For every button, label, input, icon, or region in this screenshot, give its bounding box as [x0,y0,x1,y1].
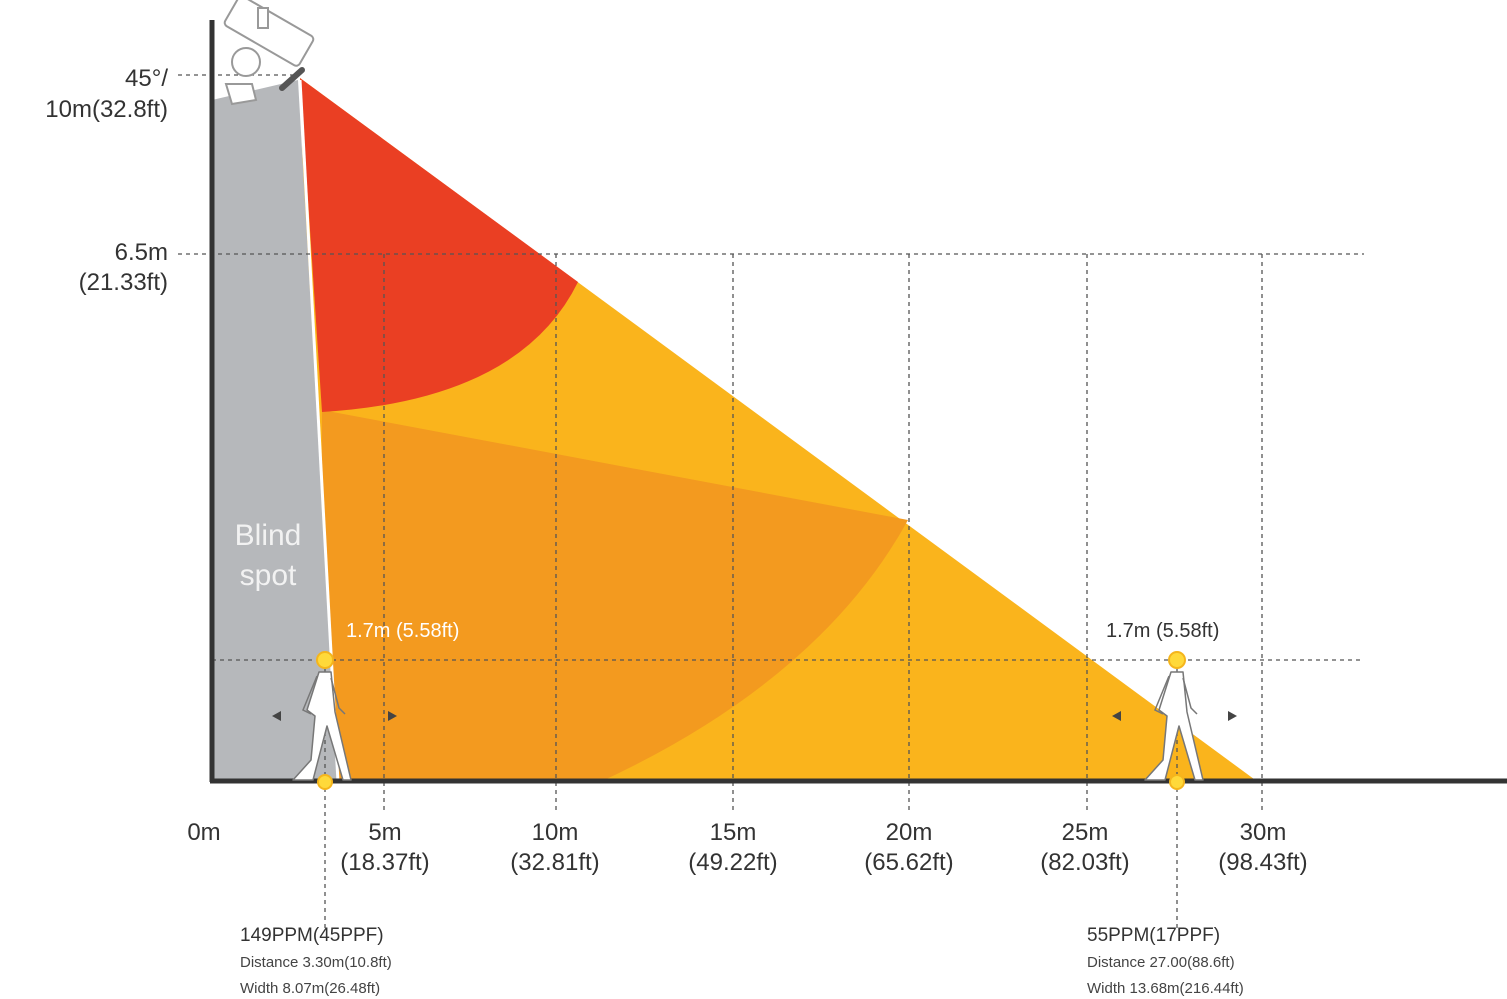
x-axis-tick-label-ft: (98.43ft) [1218,849,1307,876]
x-axis-tick-label-ft: (49.22ft) [688,849,777,876]
x-axis-tick-label: 5m [368,819,401,846]
x-axis-tick-label-ft: (18.37ft) [340,849,429,876]
height-marker-label-ft: (21.33ft) [79,269,168,296]
x-axis-tick-5m: 5m (18.37ft) [340,819,429,876]
person-ppm-label: 149PPM(45PPF) [240,925,384,946]
person-distance-label: Distance 27.00(88.6ft) [1087,954,1235,971]
person-near: 1.7m (5.58ft) 149PPM(45PPF) Distance 3.3… [240,620,459,997]
x-axis-tick-20m: 20m (65.62ft) [864,819,953,876]
person-height-label: 1.7m (5.58ft) [346,620,459,642]
height-marker-label: 6.5m [115,239,168,266]
camera-angle-label: 45°/ [125,65,168,92]
x-axis-tick-label: 0m [187,819,220,846]
x-axis-tick-label-ft: (82.03ft) [1040,849,1129,876]
security-camera-icon [223,0,315,106]
arrow-right-icon [1228,711,1237,721]
blind-spot-area [212,80,338,782]
x-axis-tick-label-ft: (32.81ft) [510,849,599,876]
person-width-label: Width 13.68m(216.44ft) [1087,980,1244,997]
x-axis-tick-0m: 0m [187,819,220,846]
arrow-left-icon [272,711,281,721]
person-far: 1.7m (5.58ft) 55PPM(17PPF) Distance 27.0… [1087,620,1244,997]
person-width-label: Width 8.07m(26.48ft) [240,980,380,997]
x-axis-tick-label: 15m [710,819,757,846]
x-axis-tick-label: 30m [1240,819,1287,846]
person-height-label: 1.7m (5.58ft) [1106,620,1219,642]
mid-coverage-zone [322,410,908,782]
x-axis-tick-25m: 25m (82.03ft) [1040,819,1129,876]
near-coverage-zone [300,78,578,412]
x-axis-tick-label: 20m [886,819,933,846]
blind-spot-label: Blind [235,519,302,552]
blind-spot-label-2: spot [240,559,297,592]
x-axis-tick-label: 25m [1062,819,1109,846]
camera-height-label: 10m(32.8ft) [45,96,168,123]
walking-person-icon [1144,651,1204,790]
person-ppm-label: 55PPM(17PPF) [1087,925,1220,946]
x-axis-tick-15m: 15m (49.22ft) [688,819,777,876]
person-distance-label: Distance 3.30m(10.8ft) [240,954,392,971]
x-axis-tick-30m: 30m (98.43ft) [1218,819,1307,876]
x-axis-tick-10m: 10m (32.81ft) [510,819,599,876]
walking-person-icon [292,651,352,790]
x-axis-tick-label-ft: (65.62ft) [864,849,953,876]
arrow-left-icon [1112,711,1121,721]
x-axis-tick-label: 10m [532,819,579,846]
arrow-right-icon [388,711,397,721]
